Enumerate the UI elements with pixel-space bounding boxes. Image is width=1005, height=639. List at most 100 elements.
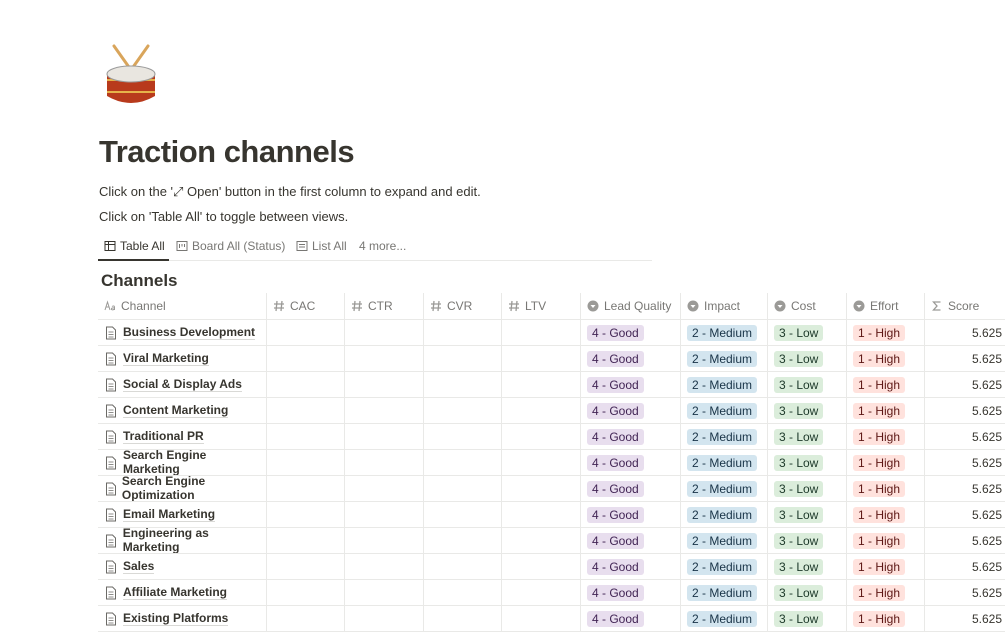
row-name-cell[interactable]: Search Engine Optimization	[98, 476, 267, 502]
tab-label: Table All	[120, 239, 165, 253]
select-tag: 2 - Medium	[687, 454, 758, 471]
select-tag: 1 - High	[853, 558, 906, 575]
select-cell: 4 - Good	[581, 450, 681, 476]
column-icon	[274, 300, 284, 312]
select-tag: 3 - Low	[774, 480, 824, 497]
row-name: Affiliate Marketing	[123, 585, 228, 600]
row-name: Existing Platforms	[123, 611, 229, 626]
empty-cell	[502, 580, 581, 606]
tab[interactable]: List All	[296, 239, 347, 253]
description: Click on 'Table All' to toggle between v…	[99, 209, 349, 224]
column-icon	[509, 300, 519, 312]
select-cell: 1 - High	[847, 554, 925, 580]
row-name: Search Engine Optimization	[122, 476, 266, 501]
page-icon	[106, 430, 116, 443]
select-tag: 3 - Low	[774, 428, 824, 445]
column-header: CTR	[345, 293, 424, 320]
select-cell: 4 - Good	[581, 554, 681, 580]
empty-cell	[345, 372, 424, 398]
select-cell: 1 - High	[847, 580, 925, 606]
column-header-label: LTV	[525, 299, 547, 313]
tab[interactable]: 4 more...	[359, 239, 406, 253]
column-header-label: CVR	[447, 299, 473, 313]
tab[interactable]: Board All (Status)	[176, 239, 285, 253]
select-tag: 4 - Good	[587, 610, 644, 627]
column-header-label: Effort	[870, 299, 899, 313]
select-tag: 2 - Medium	[687, 428, 758, 445]
column-header: Impact	[681, 293, 768, 320]
empty-cell	[502, 424, 581, 450]
empty-cell	[502, 476, 581, 502]
select-tag: 3 - Low	[774, 376, 824, 393]
tab-label: List All	[312, 239, 347, 253]
select-cell: 1 - High	[847, 606, 925, 632]
row-name: Email Marketing	[123, 507, 216, 522]
select-tag: 1 - High	[853, 350, 906, 367]
row-name-cell[interactable]: Email Marketing	[98, 502, 267, 528]
score-cell: 5.625	[925, 580, 1005, 606]
row-name-cell[interactable]: Existing Platforms	[98, 606, 267, 632]
score-cell: 5.625	[925, 450, 1005, 476]
column-icon	[932, 301, 941, 311]
tab-icon	[104, 241, 116, 251]
page-icon	[106, 378, 116, 391]
column-icon	[687, 300, 699, 312]
row-name: Social & Display Ads	[123, 377, 242, 392]
select-tag: 4 - Good	[587, 454, 644, 471]
page-title: Traction channels	[99, 134, 355, 169]
tab-label: 4 more...	[359, 239, 407, 253]
row-name-cell[interactable]: Viral Marketing	[98, 346, 267, 372]
empty-cell	[345, 450, 424, 476]
select-tag: 4 - Good	[587, 584, 644, 601]
select-cell: 3 - Low	[768, 606, 847, 632]
select-cell: 3 - Low	[768, 502, 847, 528]
select-tag: 3 - Low	[774, 454, 824, 471]
row-name-cell[interactable]: Sales	[98, 554, 267, 580]
empty-cell	[502, 320, 581, 346]
select-cell: 3 - Low	[768, 398, 847, 424]
empty-cell	[267, 476, 345, 502]
select-tag: 2 - Medium	[687, 480, 758, 497]
select-tag: 2 - Medium	[687, 376, 758, 393]
select-tag: 3 - Low	[774, 350, 824, 367]
select-cell: 4 - Good	[581, 580, 681, 606]
select-cell: 2 - Medium	[681, 580, 768, 606]
empty-cell	[267, 528, 345, 554]
select-cell: 1 - High	[847, 424, 925, 450]
column-header: Lead Quality	[581, 293, 681, 320]
page-icon	[106, 586, 116, 599]
select-cell: 4 - Good	[581, 398, 681, 424]
row-name-cell[interactable]: Business Development	[98, 320, 267, 346]
select-cell: 2 - Medium	[681, 450, 768, 476]
select-cell: 2 - Medium	[681, 320, 768, 346]
empty-cell	[502, 554, 581, 580]
tab-divider	[98, 260, 652, 261]
tab[interactable]: Table All	[104, 239, 165, 253]
column-header-label: CTR	[368, 299, 393, 313]
column-icon	[587, 300, 599, 312]
empty-cell	[345, 580, 424, 606]
empty-cell	[267, 606, 345, 632]
empty-cell	[267, 372, 345, 398]
tab-icon	[176, 241, 188, 251]
select-cell: 2 - Medium	[681, 502, 768, 528]
column-header-label: Cost	[791, 299, 816, 313]
table-title: Channels	[101, 271, 178, 290]
row-name-cell[interactable]: Search Engine Marketing	[98, 450, 267, 476]
empty-cell	[502, 502, 581, 528]
row-name-cell[interactable]: Traditional PR	[98, 424, 267, 450]
empty-cell	[345, 320, 424, 346]
empty-cell	[502, 346, 581, 372]
select-cell: 3 - Low	[768, 320, 847, 346]
score-cell: 5.625	[925, 398, 1005, 424]
select-cell: 1 - High	[847, 346, 925, 372]
row-name-cell[interactable]: Affiliate Marketing	[98, 580, 267, 606]
column-header: Channel	[98, 293, 267, 320]
empty-cell	[424, 606, 502, 632]
select-tag: 4 - Good	[587, 558, 644, 575]
row-name-cell[interactable]: Engineering as Marketing	[98, 528, 267, 554]
row-name-cell[interactable]: Content Marketing	[98, 398, 267, 424]
row-name-cell[interactable]: Social & Display Ads	[98, 372, 267, 398]
select-cell: 1 - High	[847, 450, 925, 476]
page-icon	[106, 456, 116, 469]
